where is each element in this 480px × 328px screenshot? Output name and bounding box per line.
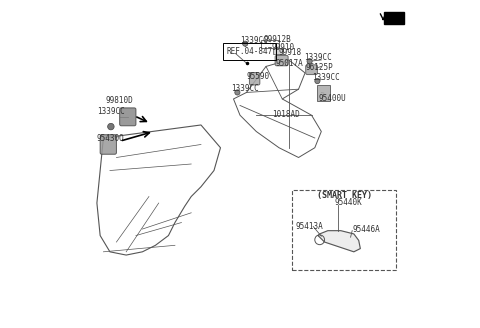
- Bar: [273, 48, 283, 54]
- Text: 1339CC: 1339CC: [240, 36, 268, 45]
- Text: 99810D: 99810D: [105, 96, 133, 105]
- Circle shape: [242, 41, 248, 46]
- Text: 96125P: 96125P: [305, 63, 333, 72]
- Text: 99910: 99910: [272, 43, 295, 52]
- FancyBboxPatch shape: [100, 135, 117, 154]
- Text: REF.04-847: REF.04-847: [227, 47, 273, 56]
- Text: 1018AD: 1018AD: [273, 110, 300, 119]
- Text: 95400U: 95400U: [319, 94, 347, 103]
- Text: 95440K: 95440K: [334, 198, 362, 207]
- Text: 1339CC: 1339CC: [231, 84, 259, 93]
- Text: 99918: 99918: [278, 48, 301, 57]
- Text: 95446A: 95446A: [352, 225, 380, 234]
- Circle shape: [108, 123, 114, 130]
- Circle shape: [315, 78, 320, 84]
- Text: 95430O: 95430O: [97, 134, 125, 143]
- FancyBboxPatch shape: [275, 55, 288, 66]
- Text: (SMART KEY): (SMART KEY): [317, 191, 372, 200]
- Circle shape: [235, 90, 240, 95]
- FancyBboxPatch shape: [306, 65, 317, 74]
- Circle shape: [307, 59, 312, 64]
- Polygon shape: [318, 231, 360, 252]
- FancyBboxPatch shape: [250, 72, 260, 85]
- Bar: [317, 85, 330, 101]
- Text: 95017A: 95017A: [276, 59, 303, 68]
- Text: 1339CC: 1339CC: [312, 73, 340, 82]
- Text: 95413A: 95413A: [296, 222, 324, 231]
- Bar: [261, 40, 279, 48]
- Text: 99912B: 99912B: [264, 35, 291, 44]
- FancyBboxPatch shape: [120, 108, 136, 126]
- Bar: [292, 190, 396, 270]
- Text: 1339CC: 1339CC: [97, 108, 125, 116]
- Text: 95590: 95590: [247, 72, 270, 81]
- Text: 1339CC: 1339CC: [304, 53, 332, 62]
- Text: FR.: FR.: [385, 13, 403, 23]
